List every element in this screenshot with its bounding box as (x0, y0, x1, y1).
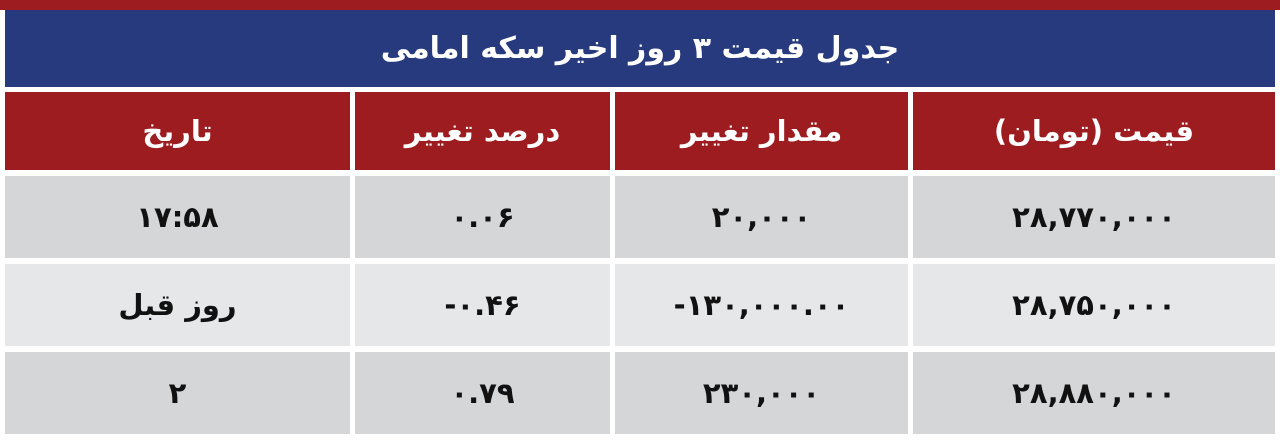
cell-price: ۲۸,۷۷۰,۰۰۰ (913, 176, 1275, 258)
cell-change-amount: ۲۳۰,۰۰۰ (615, 352, 908, 434)
cell-price: ۲۸,۸۸۰,۰۰۰ (913, 352, 1275, 434)
header-price: قیمت (تومان) (913, 92, 1275, 170)
cell-change-amount: -۱۳۰,۰۰۰.۰۰ (615, 264, 908, 346)
header-change-amount: مقدار تغییر (615, 92, 908, 170)
header-date: تاریخ (5, 92, 350, 170)
cell-date: ۲ (5, 352, 350, 434)
cell-price: ۲۸,۷۵۰,۰۰۰ (913, 264, 1275, 346)
cell-date: روز قبل (5, 264, 350, 346)
cell-change-percent: ۰.۰۶ (355, 176, 610, 258)
top-accent-strip (0, 0, 1280, 10)
cell-change-percent: -۰.۴۶ (355, 264, 610, 346)
table-title: جدول قیمت ۳ روز اخیر سکه امامی (5, 10, 1275, 87)
cell-change-percent: ۰.۷۹ (355, 352, 610, 434)
cell-date: ۱۷:۵۸ (5, 176, 350, 258)
cell-change-amount: ۲۰,۰۰۰ (615, 176, 908, 258)
header-change-percent: درصد تغییر (355, 92, 610, 170)
